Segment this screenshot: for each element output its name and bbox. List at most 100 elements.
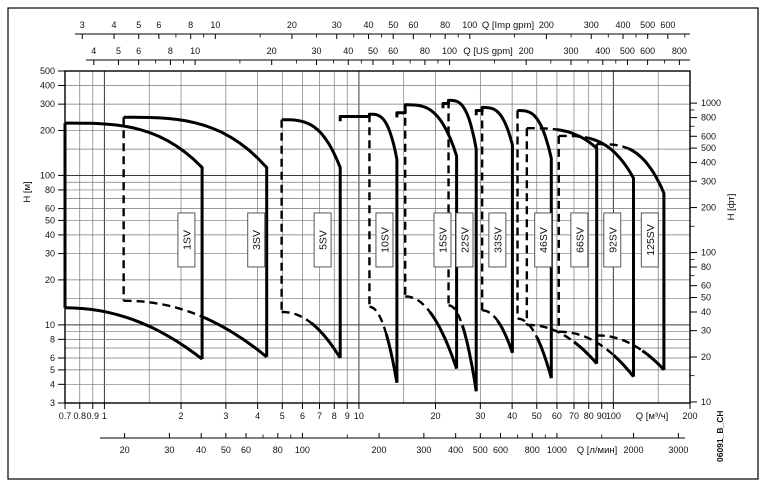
axis-m3h-tick-label: 30 [475, 411, 485, 421]
pump-top-125sv [628, 147, 666, 370]
axis-m3h-tick-label: 60 [552, 411, 562, 421]
axis-imp-gpm-tick-label: 400 [616, 20, 631, 30]
axis-us-gpm-tick-label: 80 [420, 46, 430, 56]
axis-imp-gpm-tick-label: 100 [462, 20, 477, 30]
axis-lmin-tick-label: 200 [372, 445, 387, 455]
pump-label-5sv: 5SV [318, 230, 330, 250]
pump-top-dashed-92sv [558, 134, 589, 140]
pump-bottom-dashed-22sv [448, 304, 464, 326]
axis-h-m-tick-label: 20 [45, 275, 55, 285]
pump-label-box-125sv [640, 212, 659, 268]
axis-h-ft-title: H [фт] [726, 194, 737, 221]
axis-us-gpm-tick-label: 100 [442, 46, 457, 56]
pump-label-box-66sv [570, 212, 589, 268]
pump-label-box-46sv [534, 212, 553, 268]
pump-top-dashed-66sv [526, 126, 558, 131]
pump-label-15sv: 15SV [437, 227, 449, 253]
axis-m3h-tick-label: 6 [300, 411, 305, 421]
axis-imp-gpm-tick-label: 50 [388, 20, 398, 30]
pump-label-box-33sv [488, 212, 507, 268]
axis-h-m-tick-label: 10 [45, 320, 55, 330]
pump-label-92sv: 92SV [607, 227, 619, 253]
pump-bottom-dashed-33sv [481, 309, 499, 322]
axis-m3h-title: Q [м³/ч] [636, 411, 669, 422]
axis-h-m-tick-label: 500 [40, 66, 55, 76]
axis-lmin-tick-label: 40 [196, 445, 206, 455]
axis-lmin-tick-label: 60 [241, 445, 251, 455]
axis-imp-gpm-tick-label: 200 [539, 20, 554, 30]
pump-label-3sv: 3SV [251, 230, 263, 250]
axis-h-ft-tick-label: 20 [701, 352, 711, 362]
axis-h-ft-tick-label: 800 [701, 113, 716, 123]
pump-label-66sv: 66SV [574, 227, 586, 253]
drawing-id: 06091_B_CH [715, 410, 725, 462]
axis-m3h-tick-label: 4 [255, 411, 260, 421]
axis-m3h-tick-label: 8 [332, 411, 337, 421]
axis-imp-gpm-tick-label: 4 [112, 20, 117, 30]
pump-bottom-dashed-66sv [526, 323, 575, 343]
axis-h-m-tick-label: 80 [45, 185, 55, 195]
pump-label-box-10sv [375, 212, 394, 268]
pump-bottom-dashed-3sv [123, 299, 203, 318]
pump-label-box-22sv [455, 212, 474, 268]
axis-m3h-tick-label: 2 [179, 411, 184, 421]
axis-h-m-tick-label: 5 [50, 365, 55, 375]
pump-bottom-22sv [460, 324, 478, 392]
axis-h-m-tick-label: 300 [40, 99, 55, 109]
axis-h-ft-tick-label: 30 [701, 326, 711, 336]
axis-us-gpm-tick-label: 4 [91, 46, 96, 56]
pump-bottom-5sv [310, 321, 342, 359]
axis-imp-gpm-tick-label: 80 [440, 20, 450, 30]
pump-bottom-46sv [535, 336, 553, 379]
axis-us-gpm-tick-label: 8 [168, 46, 173, 56]
axis-us-gpm-tick-label: 200 [519, 46, 534, 56]
axis-lmin-tick-label: 80 [273, 445, 283, 455]
axis-lmin-tick-label: 30 [164, 445, 174, 455]
axis-h-m-tick-label: 200 [40, 125, 55, 135]
pump-label-box-3sv [247, 212, 266, 268]
pump-bottom-15sv [428, 310, 459, 370]
axis-imp-gpm-tick-label: 600 [660, 20, 675, 30]
axis-m3h-tick-label: 200 [682, 411, 697, 421]
pump-top-92sv [588, 136, 635, 377]
pump-top-3sv [123, 115, 269, 357]
pump-bottom-66sv [573, 340, 598, 365]
axis-h-ft-tick-label: 100 [701, 248, 716, 258]
axis-h-ft-tick-label: 10 [701, 397, 711, 407]
axis-imp-gpm-tick-label: 3 [80, 20, 85, 30]
pump-label-22sv: 22SV [460, 227, 472, 253]
axis-us-gpm-tick-label: 300 [563, 46, 578, 56]
axis-m3h-tick-label: 100 [606, 411, 621, 421]
pump-bottom-dashed-46sv [517, 317, 538, 338]
axis-lmin-tick-label: 300 [416, 445, 431, 455]
pump-bottom-dashed-5sv [281, 310, 313, 324]
axis-h-ft-tick-label: 1000 [701, 98, 721, 108]
axis-us-gpm-tick-label: 20 [267, 46, 277, 56]
axis-m3h-tick-label: 80 [584, 411, 594, 421]
pump-bottom-dashed-15sv [405, 295, 431, 313]
axis-imp-gpm-tick-label: 20 [287, 20, 297, 30]
axis-m3h-tick-label: 40 [507, 411, 517, 421]
axis-us-gpm-tick-label: 60 [388, 46, 398, 56]
axis-h-ft-tick-label: 400 [701, 158, 716, 168]
pump-top-46sv [517, 109, 553, 379]
axis-h-ft-tick-label: 50 [701, 293, 711, 303]
pump-bottom-125sv [641, 349, 666, 371]
pump-bottom-dashed-10sv [369, 305, 388, 335]
axis-m3h-tick-label: 0.8 [74, 411, 87, 421]
axis-m3h-tick-label: 20 [431, 411, 441, 421]
axis-imp-gpm-tick-label: 5 [136, 20, 141, 30]
axis-lmin-tick-label: 500 [473, 445, 488, 455]
axis-h-ft-tick-label: 300 [701, 176, 716, 186]
axis-h-m-tick-label: 100 [40, 170, 55, 180]
axis-us-gpm-tick-label: 6 [136, 46, 141, 56]
axis-m3h-tick-label: 3 [223, 411, 228, 421]
axis-imp-gpm-tick-label: 60 [408, 20, 418, 30]
pump-top-dashed-125sv [596, 142, 630, 150]
axis-us-gpm-tick-label: 600 [640, 46, 655, 56]
pump-top-10sv [338, 112, 399, 383]
pump-bottom-dashed-92sv [558, 330, 615, 356]
axis-us-gpm-tick-label: 500 [620, 46, 635, 56]
axis-lmin-tick-label: 2000 [624, 445, 644, 455]
